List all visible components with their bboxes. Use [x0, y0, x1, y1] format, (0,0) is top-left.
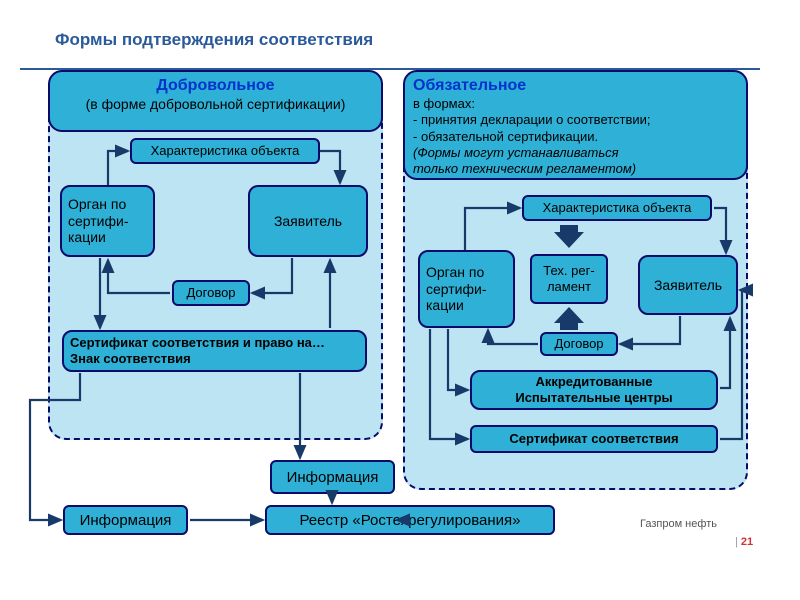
- right-accred: Аккредитованные Испытательные центры: [470, 370, 718, 410]
- footer-page: | 21: [735, 536, 753, 548]
- left-header-sub: (в форме добровольной сертификации): [58, 96, 373, 114]
- right-header-l4: (Формы могут устанавливаться: [413, 145, 738, 161]
- right-header-l5: только техническим регламентом): [413, 161, 738, 177]
- info-box-2: Информация: [63, 505, 188, 535]
- left-organ: Орган по сертифи-кации: [60, 185, 155, 257]
- left-dogovor: Договор: [172, 280, 250, 306]
- right-charakter: Характеристика объекта: [522, 195, 712, 221]
- footer-brand: Газпром нефть: [640, 518, 717, 530]
- page-title: Формы подтверждения соответствия: [55, 30, 373, 50]
- left-applicant: Заявитель: [248, 185, 368, 257]
- right-accred-l1: Аккредитованные: [535, 374, 652, 390]
- left-charakter: Характеристика объекта: [130, 138, 320, 164]
- left-cert-l1: Сертификат соответствия и право на…: [70, 335, 325, 351]
- right-organ: Орган по сертифи-кации: [418, 250, 515, 328]
- info-box-1: Информация: [270, 460, 395, 494]
- left-cert: Сертификат соответствия и право на… Знак…: [62, 330, 367, 372]
- right-header: Обязательное в формах: - принятия деклар…: [403, 70, 748, 180]
- right-cert: Сертификат соответствия: [470, 425, 718, 453]
- right-dogovor: Договор: [540, 332, 618, 356]
- right-organ-label: Орган по сертифи-кации: [426, 264, 507, 314]
- left-organ-label: Орган по сертифи-кации: [68, 196, 147, 246]
- left-cert-l2: Знак соответствия: [70, 351, 191, 367]
- left-header: Добровольное (в форме добровольной серти…: [48, 70, 383, 132]
- right-accred-l2: Испытательные центры: [515, 390, 672, 406]
- right-tech: Тех. рег-ламент: [530, 254, 608, 304]
- right-header-l1: в формах:: [413, 96, 738, 112]
- right-header-l2: - принятия декларации о соответствии;: [413, 112, 738, 128]
- reestr-box: Реестр «Ростехрегулирования»: [265, 505, 555, 535]
- right-applicant: Заявитель: [638, 255, 738, 315]
- right-header-title: Обязательное: [413, 76, 738, 96]
- left-header-title: Добровольное: [58, 76, 373, 96]
- right-header-l3: - обязательной сертификации.: [413, 129, 738, 145]
